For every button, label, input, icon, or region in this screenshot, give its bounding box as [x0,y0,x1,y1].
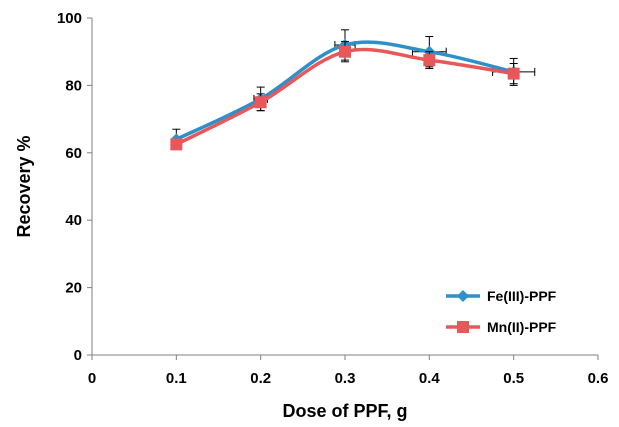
x-tick-label: 0 [88,370,96,387]
series-layer [170,29,536,151]
series-mn-ii-ppf [170,41,520,151]
x-axis-ticks: 0 0.1 0.2 0.3 0.4 0.5 0.6 [88,355,609,387]
data-point-square [423,54,436,67]
y-tick-label: 40 [65,212,82,229]
axes [91,18,598,356]
data-point-square [254,96,267,109]
y-tick-label: 100 [57,10,82,27]
x-tick-label: 0.2 [250,370,271,387]
y-tick-label: 0 [74,347,82,364]
legend-label: Mn(II)-PPF [487,319,557,335]
x-tick-label: 0.6 [588,370,609,387]
x-axis-title: Dose of PPF, g [282,401,407,421]
x-tick-label: 0.4 [419,370,441,387]
x-tick-label: 0.3 [335,370,356,387]
data-point-square [170,138,183,151]
legend-label: Fe(III)-PPF [487,288,557,304]
x-tick-label: 0.5 [503,370,524,387]
x-tick-label: 0.1 [166,370,187,387]
data-point-square [507,67,520,80]
data-point-square [339,45,351,58]
y-tick-label: 60 [65,145,82,162]
y-tick-label: 80 [65,77,82,94]
y-axis-ticks: 0 20 40 60 80 100 [57,10,92,364]
legend-marker-square [457,321,469,333]
series-line [175,47,514,146]
legend-marker-diamond [457,290,469,302]
y-axis-title: Recovery % [14,135,34,237]
series-fe-iii-ppf [170,29,536,150]
y-tick-label: 20 [65,280,82,297]
legend: Fe(III)-PPF Mn(II)-PPF [446,288,557,335]
